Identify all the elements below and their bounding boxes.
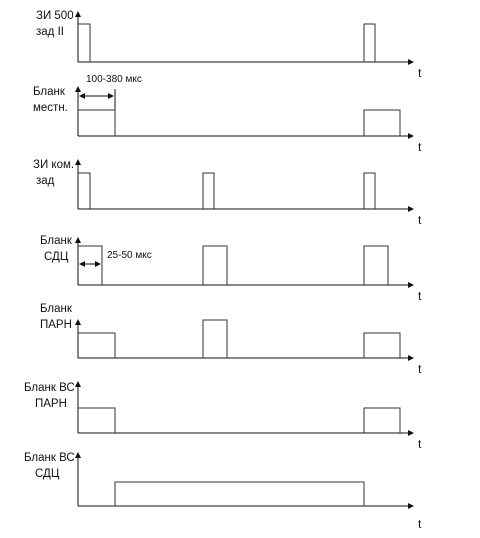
row-label-line1: Бланк: [40, 303, 73, 315]
row-label-line1: ЗИ ком.: [33, 159, 74, 171]
pulse: [78, 109, 116, 136]
axis-label-t: t: [418, 289, 422, 303]
row-blank-sdc: Бланк СДЦ t 25-50 мкс: [40, 235, 422, 303]
row-zi500: ЗИ 500 зад II t: [36, 10, 422, 80]
row-label-line1: Бланк ВС: [24, 452, 75, 464]
pulse: [202, 319, 228, 358]
row-label-line1: Бланк ВС: [24, 382, 75, 394]
pulse: [363, 332, 401, 358]
row-label-line2: СДЦ: [35, 468, 60, 480]
pulse: [363, 245, 389, 285]
axis-label-t: t: [418, 213, 422, 227]
row-blank-mestn: Бланк местн. t 100-380 мкс: [33, 74, 422, 154]
annotation-blank-duration: 100-380 мкс: [86, 74, 142, 85]
row-label-line2: ПАРН: [40, 319, 72, 331]
pulse: [363, 23, 376, 62]
row-label-line1: ЗИ 500: [36, 10, 74, 22]
pulse: [78, 407, 116, 433]
pulse: [363, 172, 376, 209]
pulse: [363, 109, 401, 136]
row-label-line2: зад II: [36, 26, 64, 38]
axis-label-t: t: [418, 362, 422, 376]
pulse: [78, 332, 116, 358]
row-label-line1: Бланк: [33, 86, 66, 98]
axis-label-t: t: [418, 66, 422, 80]
pulse: [363, 407, 401, 433]
pulse: [78, 245, 103, 285]
row-zi-kom: ЗИ ком. зад t: [33, 159, 422, 227]
row-label-line2: ПАРН: [35, 398, 67, 410]
pulse: [78, 172, 91, 209]
row-label-line2: СДЦ: [44, 251, 69, 263]
annotation-sdc-duration: 25-50 мкс: [107, 250, 152, 261]
axis-label-t: t: [418, 517, 422, 531]
row-blank-vs-parn: Бланк ВС ПАРН t: [24, 381, 422, 451]
pulse: [78, 23, 91, 62]
row-blank-parn: Бланк ПАРН t: [40, 303, 422, 376]
pulse: [114, 481, 365, 506]
axis-label-t: t: [418, 437, 422, 451]
row-label-line1: Бланк: [40, 235, 73, 247]
pulse: [202, 245, 228, 285]
row-label-line2: зад: [36, 175, 55, 187]
row-blank-vs-sdc: Бланк ВС СДЦ t: [24, 452, 422, 531]
pulse: [202, 172, 215, 209]
row-label-line2: местн.: [33, 102, 68, 114]
axis-label-t: t: [418, 140, 422, 154]
